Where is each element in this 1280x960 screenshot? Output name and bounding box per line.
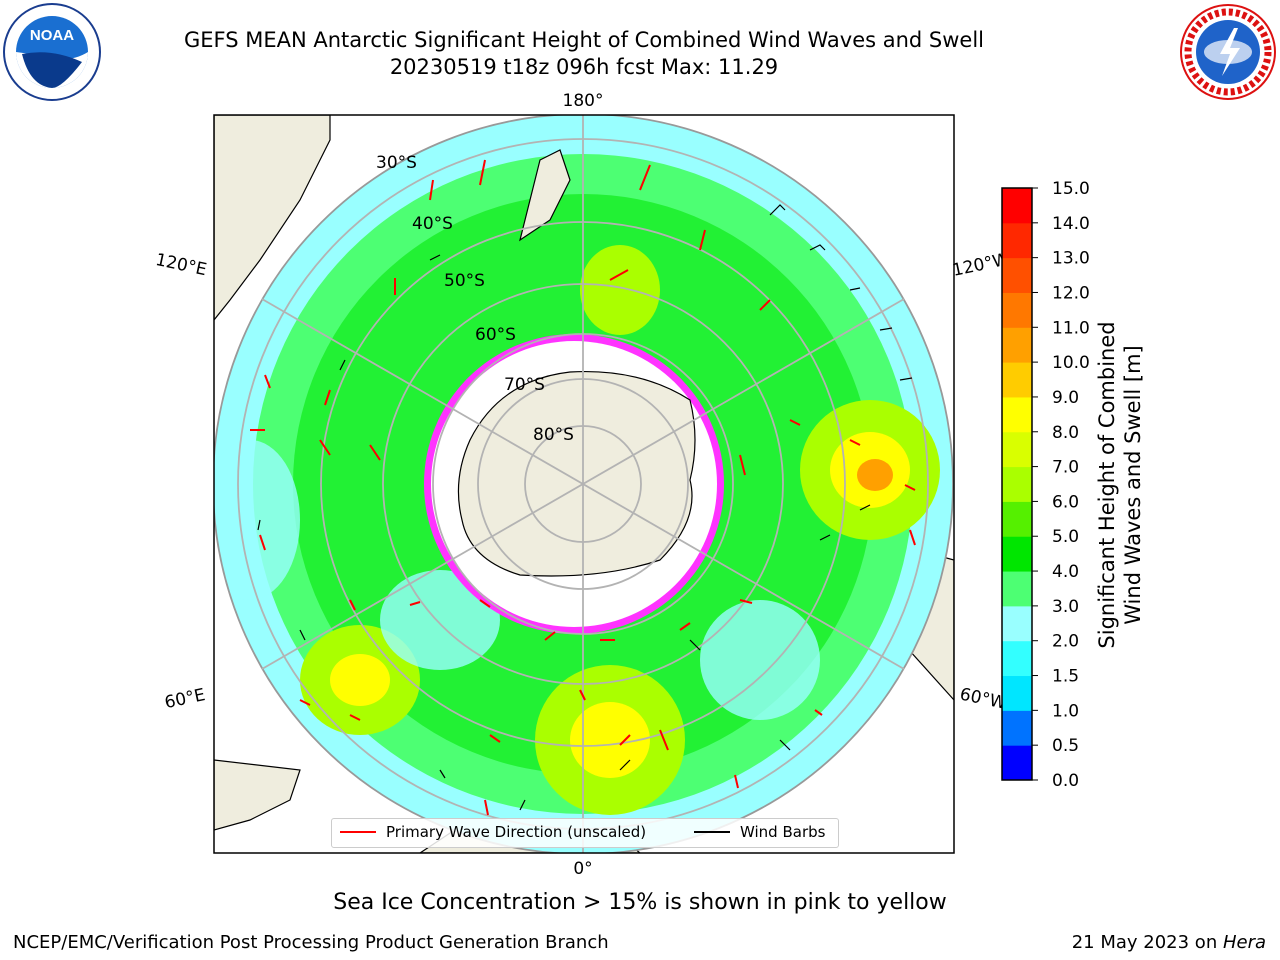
svg-text:NOAA: NOAA bbox=[30, 27, 74, 44]
colorbar-segment bbox=[1002, 222, 1032, 259]
map-subtitle: 20230519 t18z 096h fcst Max: 11.29 bbox=[389, 55, 779, 79]
colorbar-tick-label: 14.0 bbox=[1052, 214, 1090, 234]
colorbar-tick-label: 8.0 bbox=[1052, 423, 1079, 443]
colorbar-tick-label: 6.0 bbox=[1052, 492, 1079, 512]
land-madagascar bbox=[214, 759, 301, 831]
colorbar-label-line1: Significant Height of Combined bbox=[1095, 321, 1119, 648]
colorbar-segment bbox=[1002, 745, 1032, 781]
colorbar-segment bbox=[1002, 396, 1032, 433]
map-frame bbox=[213, 114, 955, 854]
footer-date: 21 May 2023 on bbox=[1071, 932, 1223, 953]
sea-ice-note: Sea Ice Concentration > 15% is shown in … bbox=[333, 890, 947, 915]
colorbar-tick-label: 3.0 bbox=[1052, 597, 1079, 617]
colorbar-tick-label: 7.0 bbox=[1052, 458, 1079, 478]
land-new-zealand bbox=[519, 149, 571, 242]
colorbar-tick-label: 0.0 bbox=[1052, 771, 1079, 791]
colorbar-segment bbox=[1002, 571, 1032, 607]
colorbar-segment bbox=[1002, 710, 1032, 746]
colorbar-segment bbox=[1002, 362, 1032, 398]
colorbar-tick-label: 5.0 bbox=[1052, 527, 1079, 547]
legend-wave-swatch bbox=[340, 831, 376, 833]
colorbar-tick-label: 4.0 bbox=[1052, 562, 1079, 582]
lat-label-40s: 40°S bbox=[412, 214, 453, 234]
colorbar-segment bbox=[1002, 675, 1032, 711]
colorbar-tick-label: 2.0 bbox=[1052, 632, 1079, 652]
legend-wind-label: Wind Barbs bbox=[740, 823, 826, 841]
legend-wave-label: Primary Wave Direction (unscaled) bbox=[386, 823, 647, 841]
lat-label-80s: 80°S bbox=[533, 425, 574, 445]
colorbar-tick-label: 1.5 bbox=[1052, 667, 1079, 687]
colorbar-tick-label: 10.0 bbox=[1052, 353, 1090, 373]
colorbar-tick-label: 9.0 bbox=[1052, 388, 1079, 408]
lat-label-70s: 70°S bbox=[504, 375, 545, 395]
colorbar-label-line2: Wind Waves and Swell [m] bbox=[1121, 345, 1145, 625]
colorbar-segment bbox=[1002, 640, 1032, 677]
colorbar-segment bbox=[1002, 536, 1032, 572]
colorbar-tick-label: 0.5 bbox=[1052, 736, 1079, 756]
colorbar-segment bbox=[1002, 257, 1032, 293]
colorbar-segment bbox=[1002, 292, 1032, 328]
lon-label-lower-left: 60°E bbox=[163, 685, 207, 713]
footer-left: NCEP/EMC/Verification Post Processing Pr… bbox=[13, 932, 609, 953]
colorbar-tick-label: 11.0 bbox=[1052, 318, 1090, 338]
colorbar-tick-label: 1.0 bbox=[1052, 701, 1079, 721]
footer-right: 21 May 2023 on Hera bbox=[1072, 932, 1266, 953]
colorbar-frame bbox=[1001, 187, 1033, 781]
graticule bbox=[214, 115, 954, 853]
legend-wind-swatch bbox=[694, 831, 730, 833]
footer-host: Hera bbox=[1222, 932, 1266, 953]
colorbar-tick-label: 12.0 bbox=[1052, 283, 1090, 303]
colorbar-segment bbox=[1002, 605, 1032, 642]
land-antarctica bbox=[457, 370, 696, 577]
nws-logo bbox=[1180, 4, 1276, 100]
lon-label-top: 180° bbox=[563, 91, 604, 111]
colorbar: 0.0 0.5 1.0 1.5 2.0 3.0 4.0 5.0 6.0 7.0 8.0 9.0 10.0… bbox=[1001, 180, 1145, 791]
map-legend: Primary Wave Direction (unscaled) Wind B… bbox=[331, 818, 839, 848]
lat-label-60s: 60°S bbox=[475, 325, 516, 345]
land-australia bbox=[214, 115, 331, 321]
colorbar-tick-label: 13.0 bbox=[1052, 249, 1090, 269]
colorbar-segment bbox=[1002, 431, 1032, 468]
lat-label-30s: 30°S bbox=[376, 153, 417, 173]
colorbar-tick-label: 15.0 bbox=[1052, 180, 1090, 199]
wave-arrows bbox=[250, 159, 916, 816]
legend-wave: Primary Wave Direction (unscaled) bbox=[340, 823, 646, 841]
colorbar-segment bbox=[1002, 188, 1032, 224]
legend-wind: Wind Barbs bbox=[694, 823, 825, 841]
colorbar-segment bbox=[1002, 327, 1032, 363]
lat-label-50s: 50°S bbox=[444, 271, 485, 291]
noaa-logo: NOAA bbox=[3, 3, 101, 101]
map-title: GEFS MEAN Antarctic Significant Height o… bbox=[183, 28, 985, 52]
wind-barbs bbox=[257, 204, 913, 811]
colorbar-segment bbox=[1002, 501, 1032, 537]
colorbar-segment bbox=[1002, 466, 1032, 502]
lon-label-bottom: 0° bbox=[573, 859, 592, 879]
lat-labels: 30°S 40°S 50°S 60°S 70°S 80°S bbox=[376, 153, 574, 445]
lon-label-upper-left: 120°E bbox=[154, 250, 209, 280]
